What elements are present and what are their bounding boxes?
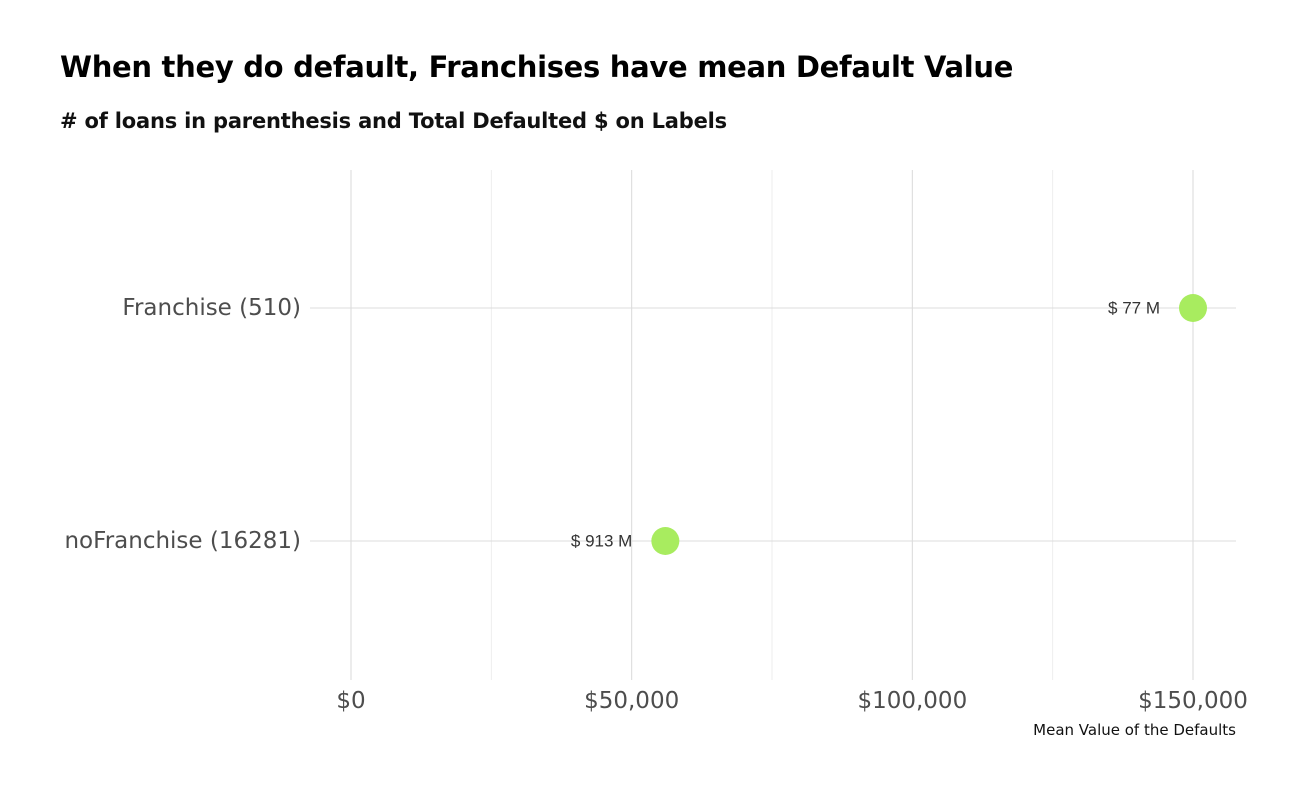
x-tick-label: $150,000 [1138,688,1248,714]
x-tick-label: $50,000 [584,688,679,714]
data-point [651,527,680,555]
x-tick-label: $0 [336,688,365,714]
x-tick-label: $100,000 [857,688,967,714]
chart-subtitle: # of loans in parenthesis and Total Defa… [60,109,727,133]
x-axis-tick-labels: $0 $50,000 $100,000 $150,000 [336,688,1248,714]
data-points [651,294,1207,555]
x-axis-title: Mean Value of the Defaults [1033,721,1236,739]
data-labels: $ 77 M $ 913 M [571,299,1160,551]
y-axis-tick-labels: Franchise (510) noFranchise (16281) [64,295,301,554]
y-tick-label: noFranchise (16281) [64,528,301,554]
data-label: $ 77 M [1108,299,1160,318]
data-point [1179,294,1207,322]
data-label: $ 913 M [571,532,632,551]
y-tick-label: Franchise (510) [122,295,301,321]
grid-lines [310,170,1236,680]
chart-title: When they do default, Franchises have me… [60,50,1014,84]
